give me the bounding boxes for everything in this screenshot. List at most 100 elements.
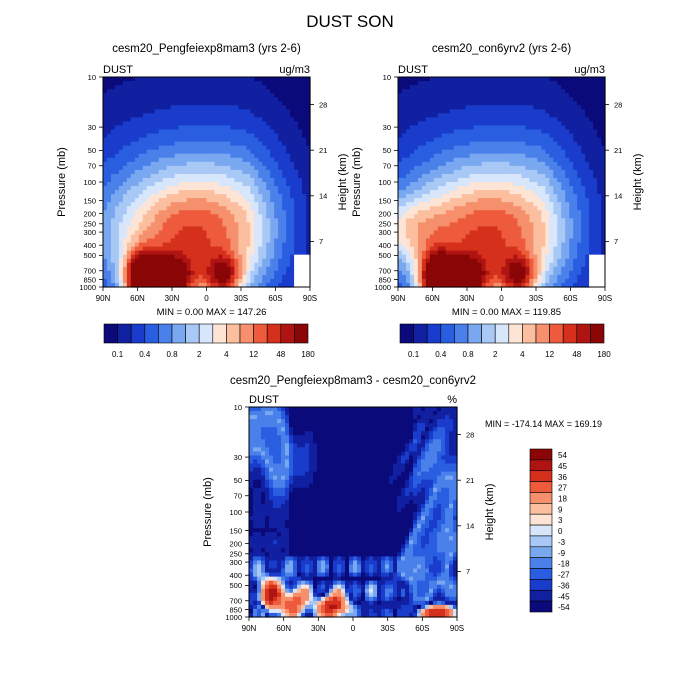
field-cell [186, 266, 192, 272]
field-cell [146, 113, 152, 118]
field-cell [210, 242, 216, 248]
field-cell [601, 210, 606, 215]
field-cell [425, 173, 431, 179]
field-cell [537, 190, 542, 195]
field-cell [569, 81, 574, 86]
field-cell [573, 234, 578, 240]
field-cell [130, 161, 136, 167]
field-cell [150, 177, 156, 183]
field-cell [286, 113, 291, 118]
field-cell [469, 206, 475, 211]
field-cell [541, 81, 546, 86]
field-cell [405, 226, 411, 232]
field-cell [246, 254, 251, 260]
field-cell [154, 258, 160, 264]
field-cell [126, 105, 132, 110]
field-cell [477, 145, 483, 151]
field-cell [517, 93, 522, 98]
field-cell [174, 93, 180, 98]
field-cell [134, 145, 140, 151]
field-cell [186, 206, 192, 211]
field-cell [162, 266, 168, 272]
field-cell [182, 121, 188, 127]
field-cell [505, 234, 511, 240]
field-cell [226, 194, 231, 199]
field-cell [306, 145, 311, 151]
field-cell [242, 89, 247, 94]
field-cell [505, 173, 511, 179]
field-cell [266, 137, 271, 143]
field-cell [473, 145, 479, 151]
field-cell [110, 198, 116, 203]
field-cell [286, 77, 291, 82]
field-cell [493, 121, 499, 127]
field-cell [481, 177, 487, 183]
field-cell [142, 202, 148, 207]
field-cell [557, 145, 562, 151]
field-cell [106, 278, 112, 284]
field-cell [501, 153, 507, 159]
field-cell [114, 190, 120, 195]
field-cell [453, 234, 459, 240]
field-cell [429, 246, 435, 252]
field-cell [573, 186, 578, 191]
field-cell [250, 182, 255, 187]
field-cell [597, 145, 602, 151]
field-cell [118, 258, 124, 264]
field-cell [413, 125, 419, 131]
field-cell [541, 198, 546, 203]
field-cell [401, 153, 407, 159]
field-cell [214, 129, 220, 135]
field-cell [202, 226, 208, 232]
field-cell [118, 278, 124, 284]
field-cell [258, 149, 263, 155]
field-cell [198, 278, 204, 284]
field-cell [437, 226, 443, 232]
field-cell [433, 153, 439, 159]
field-cell [401, 101, 407, 106]
field-cell [214, 89, 220, 94]
field-cell [593, 117, 598, 123]
field-cell [226, 238, 231, 244]
field-cell [138, 109, 144, 114]
field-cell [409, 157, 415, 163]
field-cell [274, 133, 279, 139]
field-cell [425, 145, 431, 151]
field-cell [230, 133, 235, 139]
field-cell [545, 226, 550, 232]
field-cell [274, 93, 279, 98]
field-cell [549, 145, 554, 151]
field-cell [206, 258, 212, 264]
field-cell [158, 206, 164, 211]
field-cell [589, 214, 594, 219]
field-cell [182, 206, 188, 211]
field-cell [170, 182, 176, 187]
field-cell [505, 117, 511, 123]
field-cell [398, 81, 403, 86]
field-cell [461, 77, 467, 82]
field-cell [286, 258, 291, 264]
field-cell [218, 190, 224, 195]
field-cell [525, 133, 530, 139]
field-cell [206, 206, 212, 211]
field-cell [266, 117, 271, 123]
field-cell [218, 113, 224, 118]
field-cell [421, 101, 427, 106]
field-cell [541, 109, 546, 114]
field-cell [266, 202, 271, 207]
field-cell [202, 262, 208, 268]
field-cell [226, 250, 231, 256]
field-cell [130, 157, 136, 163]
field-cell [294, 238, 299, 244]
field-cell [537, 222, 542, 228]
field-cell [126, 109, 132, 114]
field-cell [497, 230, 503, 236]
field-cell [150, 165, 156, 171]
field-cell [461, 230, 467, 236]
field-cell [294, 81, 299, 86]
field-cell [154, 109, 160, 114]
field-cell [122, 242, 128, 248]
field-cell [589, 194, 594, 199]
field-cell [481, 238, 487, 244]
field-cell [174, 182, 180, 187]
